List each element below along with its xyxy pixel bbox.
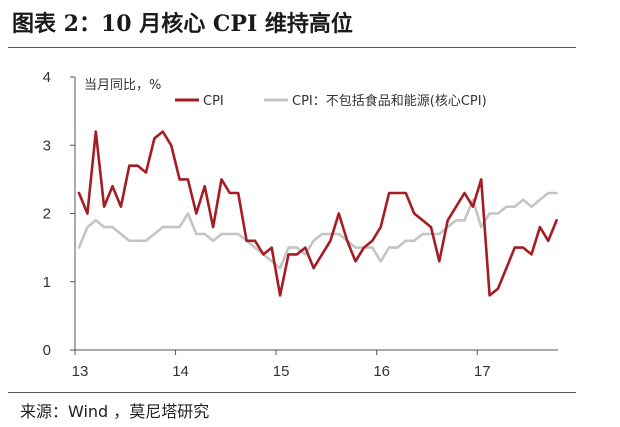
series-line-core-cpi: [77, 191, 558, 270]
bottom-divider: [8, 392, 576, 393]
figure-title: 图表 2：10 月核心 CPI 维持高位: [12, 11, 353, 37]
legend-label-core-cpi: CPI：不包括食品和能源(核心CPI): [292, 93, 487, 109]
x-tick-label: 17: [474, 363, 491, 380]
x-tick-label: 14: [172, 363, 189, 380]
source-note: 来源：Wind ，莫尼塔研究: [20, 402, 210, 421]
tick-labels: 0 1 2 3 4 13 14 15 16 17: [43, 69, 491, 380]
x-tick-label: 13: [72, 363, 89, 380]
y-tick-label: 3: [43, 137, 51, 154]
axes: [70, 76, 558, 355]
series-lines: [77, 130, 558, 297]
legend: CPI CPI：不包括食品和能源(核心CPI): [175, 93, 487, 109]
y-unit-label: 当月同比，%: [84, 78, 161, 93]
x-tick-label: 16: [373, 363, 390, 380]
y-tick-label: 2: [43, 206, 51, 223]
y-tick-label: 0: [43, 342, 51, 359]
legend-label-cpi: CPI: [203, 94, 224, 109]
cpi-line-chart: 0 1 2 3 4 13 14 15 16 17 当月同比，% CPI CPI：不包括食品和能源(核…: [43, 69, 558, 380]
x-tick-label: 15: [273, 363, 290, 380]
y-tick-label: 4: [43, 69, 51, 86]
top-divider: [8, 47, 576, 48]
series-line-cpi: [77, 130, 558, 297]
y-tick-label: 1: [43, 274, 51, 291]
